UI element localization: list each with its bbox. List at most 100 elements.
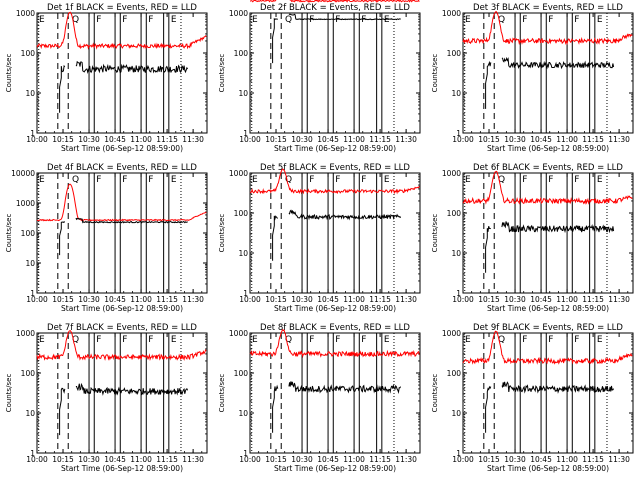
x-axis-label: Start Time (06-Sep-12 08:59:00) [274,144,396,153]
x-tick-label: 10:00 [26,455,48,464]
events-series-line [272,17,278,64]
y-tick-label: 10 [451,89,461,98]
segment-marker: Q [72,15,79,25]
x-tick-label: 11:15 [156,455,178,464]
panel-9: Det 9f BLACK = Events, RED = LLD 1 10 100 10… [431,323,634,473]
events-series-line [272,384,279,433]
x-tick-label: 10:15 [52,135,74,144]
x-tick-label: 10:45 [104,455,126,464]
x-axis-label: Start Time (06-Sep-12 08:59:00) [61,464,183,473]
y-axis-label: Counts/sec [218,54,226,93]
panel-title: Det 6f BLACK = Events, RED = LLD [473,163,623,173]
lld-series-line [462,330,633,365]
y-tick-label: 100 [234,369,249,378]
events-series-line [501,56,615,70]
lld-series-line [249,328,420,358]
x-axis-label: Start Time (06-Sep-12 08:59:00) [487,144,609,153]
y-axis-label: Counts/sec [5,374,13,413]
segment-marker: E [597,175,603,185]
y-tick-label: 10 [25,259,35,268]
x-tick-label: 10:45 [530,135,552,144]
panel-5: Det 5f BLACK = Events, RED = LLD 1 10 100 10… [218,163,421,313]
x-tick-label: 10:45 [317,295,339,304]
y-tick-label: 1000 [229,329,248,338]
lld-series-line [462,11,633,46]
y-tick-label: 1 [30,129,35,138]
x-tick-label: 11:15 [369,295,391,304]
y-tick-label: 1 [243,449,248,458]
y-tick-label: 10 [451,249,461,258]
y-tick-label: 10 [25,409,35,418]
panel-title: Det 8f BLACK = Events, RED = LLD [260,323,410,333]
segment-marker: E [171,15,177,25]
x-tick-label: 10:45 [317,455,339,464]
y-tick-label: 100 [447,49,462,58]
segment-marker: F [574,15,579,25]
segment-marker: Q [72,175,79,185]
y-tick-label: 100 [21,369,36,378]
segment-marker: Q [498,175,505,185]
lld-series-line [249,168,420,195]
x-tick-label: 10:15 [265,135,287,144]
segment-marker: E [384,335,390,345]
x-tick-label: 10:30 [78,455,100,464]
x-tick-label: 10:15 [478,455,500,464]
segment-marker: F [309,15,314,25]
events-series-line [59,64,66,113]
segment-marker: E [384,15,390,25]
events-series-line [485,60,492,109]
y-tick-label: 1000 [442,9,461,18]
panel-2: Det 2f BLACK = Events, RED = LLD 1 10 100 10… [218,0,421,153]
x-tick-label: 11:15 [369,455,391,464]
x-tick-label: 11:00 [130,135,152,144]
y-tick-label: 10 [238,249,248,258]
x-tick-label: 10:15 [478,295,500,304]
panel-8: Det 8f BLACK = Events, RED = LLD 1 10 100 10… [218,323,421,473]
events-series-line [75,217,188,224]
segment-marker: E [39,335,45,345]
segment-marker: E [597,15,603,25]
segment-marker: E [465,335,471,345]
events-series-line [485,385,492,433]
segment-marker: E [597,335,603,345]
segment-marker: F [522,15,527,25]
segment-marker: F [548,175,553,185]
panel-title: Det 2f BLACK = Events, RED = LLD [260,3,410,13]
x-axis-label: Start Time (06-Sep-12 08:59:00) [274,304,396,313]
plot-frame [249,12,421,134]
panel-title: Det 3f BLACK = Events, RED = LLD [473,3,623,13]
x-tick-label: 10:00 [26,295,48,304]
y-tick-label: 1 [456,449,461,458]
segment-marker: Q [72,335,79,345]
x-tick-label: 10:15 [265,455,287,464]
events-series-line [59,221,66,256]
events-series-line [59,387,66,436]
y-tick-label: 1 [456,129,461,138]
segment-marker: F [148,175,153,185]
segment-marker: F [335,15,340,25]
y-tick-label: 10 [238,89,248,98]
x-tick-label: 10:15 [52,455,74,464]
y-tick-label: 1 [30,449,35,458]
lld-series-line [36,183,207,222]
y-tick-label: 10 [25,89,35,98]
x-tick-label: 11:30 [395,135,417,144]
x-tick-label: 10:30 [78,135,100,144]
y-tick-label: 1000 [229,169,248,178]
x-tick-label: 10:00 [239,135,261,144]
y-tick-label: 1000 [16,199,35,208]
segment-marker: E [252,175,258,185]
y-tick-label: 1000 [442,329,461,338]
y-tick-label: 1 [456,289,461,298]
panel-title: Det 9f BLACK = Events, RED = LLD [473,323,623,333]
segment-marker: F [148,335,153,345]
y-tick-label: 100 [234,49,249,58]
x-tick-label: 10:15 [52,295,74,304]
x-tick-label: 11:15 [156,135,178,144]
segment-marker: F [335,335,340,345]
segment-marker: F [361,175,366,185]
y-axis-label: Counts/sec [5,54,13,93]
x-tick-label: 11:30 [608,295,630,304]
segment-marker: F [335,175,340,185]
segment-marker: F [522,335,527,345]
